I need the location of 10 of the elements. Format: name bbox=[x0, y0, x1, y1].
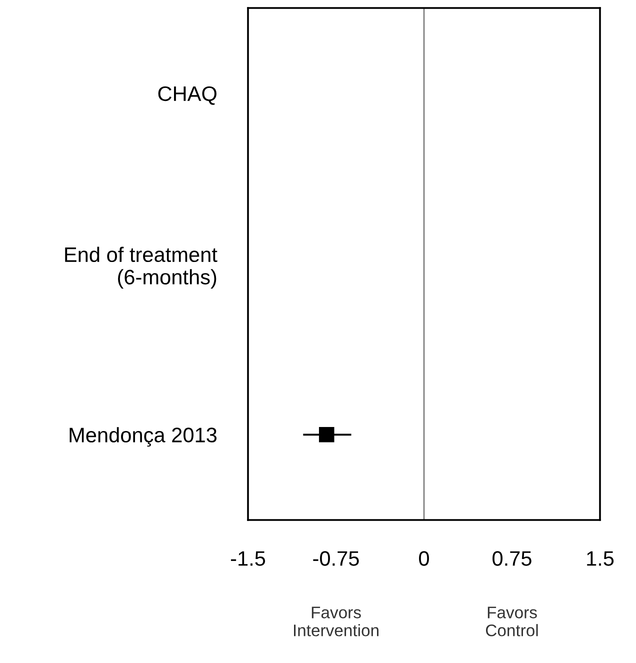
text: Favors Control bbox=[486, 606, 538, 636]
text: Favors Intervention bbox=[294, 606, 378, 636]
y-tick-label: Mendonça 2013 bbox=[70, 427, 217, 447]
x-tick-label: -1.5 bbox=[230, 551, 266, 566]
x-tick-label: 0 bbox=[419, 551, 429, 566]
x-tick-label: 0.75 bbox=[492, 551, 532, 566]
y-tick-label: End of treatment (6-months) bbox=[65, 246, 218, 289]
x-tick-label: 1.5 bbox=[587, 551, 614, 566]
y-tick-label: CHAQ bbox=[158, 86, 216, 105]
x-tick-label: -0.75 bbox=[313, 551, 359, 566]
